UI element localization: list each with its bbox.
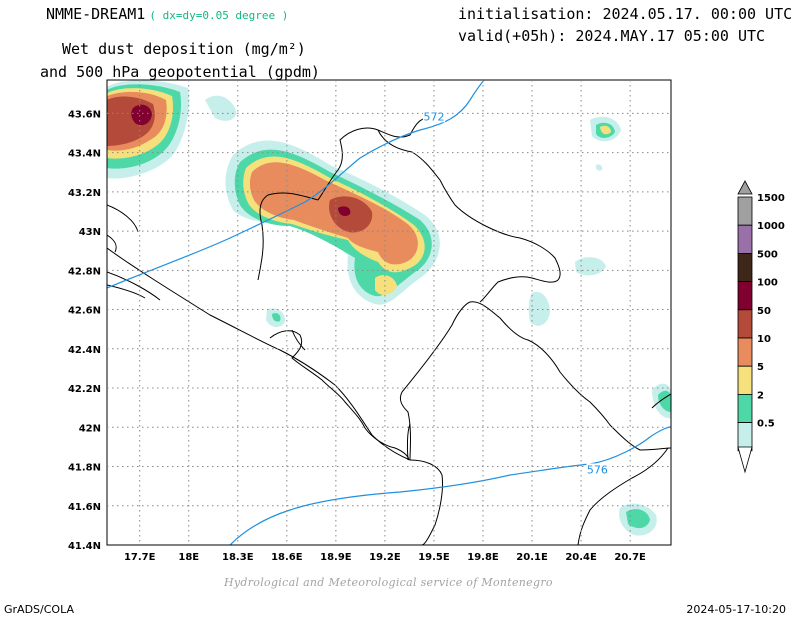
contour-label-background [586, 463, 609, 476]
dust-field-2 [107, 84, 671, 529]
legend-level-label: 5 [757, 362, 764, 373]
initialisation-time: initialisation: 2024.05.17. 00:00 UTC [458, 5, 793, 23]
longitude-tick-label: 20.7E [614, 552, 646, 563]
latitude-tick-label: 43.2N [68, 188, 101, 199]
longitude-tick-label: 18.3E [222, 552, 254, 563]
legend-level-label: 50 [757, 306, 771, 317]
legend-swatch [737, 196, 753, 226]
longitude-tick-label: 20.4E [565, 552, 597, 563]
legend-level-label: 1500 [757, 193, 785, 204]
contour-value-label: 572 [423, 110, 444, 123]
variable-title-line1: Wet dust deposition (mg/m²) [62, 40, 306, 58]
legend-swatch [737, 309, 753, 339]
map-frame [106, 79, 672, 546]
graticule [107, 80, 671, 545]
longitude-tick-label: 17.7E [124, 552, 156, 563]
latitude-tick-label: 43N [79, 227, 101, 238]
legend-level-label: 0.5 [757, 419, 775, 430]
model-title: NMME-DREAM1( dx=dy=0.05 degree ) [46, 5, 288, 23]
latitude-tick-label: 43.6N [68, 109, 101, 120]
credit-line: Hydrological and Meteorological service … [224, 576, 553, 589]
contour-labels: 572 576 [422, 110, 609, 476]
latitude-tick-label: 42.8N [68, 266, 101, 277]
map-area [107, 80, 671, 545]
latitude-tick-label: 42N [79, 423, 101, 434]
latitude-tick-label: 42.6N [68, 306, 101, 317]
legend-swatch [737, 393, 753, 423]
legend-swatch [737, 224, 753, 254]
valid-time: valid(+05h): 2024.MAY.17 05:00 UTC [458, 27, 766, 45]
legend-swatch [737, 337, 753, 367]
legend-level-label: 10 [757, 334, 771, 345]
longitude-axis: 17.7E 18E 18.3E 18.6E 18.9E 19.2E 19.5E 19.8E 20… [124, 552, 646, 563]
longitude-tick-label: 18.6E [271, 552, 303, 563]
variable-title-line2: and 500 hPa geopotential (gpdm) [40, 63, 320, 81]
latitude-tick-label: 41.8N [68, 463, 101, 474]
longitude-tick-label: 18E [178, 552, 199, 563]
longitude-tick-label: 19.5E [418, 552, 450, 563]
latitude-tick-label: 43.4N [68, 149, 101, 160]
generation-timestamp: 2024-05-17-10:20 [686, 603, 786, 616]
legend-swatch [737, 281, 753, 311]
legend-level-label: 500 [757, 249, 778, 260]
contour-value-label: 576 [587, 463, 608, 476]
latitude-tick-label: 42.2N [68, 384, 101, 395]
legend-swatch [737, 422, 753, 452]
software-label: GrADS/COLA [4, 603, 74, 616]
legend-swatch [737, 252, 753, 282]
latitude-tick-label: 41.6N [68, 502, 101, 513]
borders [107, 117, 671, 545]
dust-field-100 [131, 104, 351, 216]
longitude-tick-label: 20.1E [516, 552, 548, 563]
legend-level-label: 1000 [757, 221, 785, 232]
longitude-tick-label: 18.9E [320, 552, 352, 563]
legend-bottom-arrow [737, 446, 753, 474]
contour-label-background [422, 110, 445, 123]
longitude-tick-label: 19.8E [467, 552, 499, 563]
latitude-axis: 43.6N 43.4N 43.2N 43N 42.8N 42.6N 42.4N 42.2N 42… [68, 109, 101, 552]
legend-level-label: 2 [757, 390, 764, 401]
model-name: NMME-DREAM1 [46, 5, 146, 23]
legend-top-arrow [737, 180, 753, 195]
legend-colorbar: 1500 1000 500 100 50 10 5 2 0.5 [737, 180, 785, 474]
legend-level-label: 100 [757, 278, 778, 289]
resolution-label: ( dx=dy=0.05 degree ) [149, 9, 289, 22]
longitude-tick-label: 19.2E [369, 552, 401, 563]
legend-swatch [737, 365, 753, 395]
latitude-tick-label: 41.4N [68, 541, 101, 552]
geopotential-contours [107, 80, 671, 545]
latitude-tick-label: 42.4N [68, 345, 101, 356]
